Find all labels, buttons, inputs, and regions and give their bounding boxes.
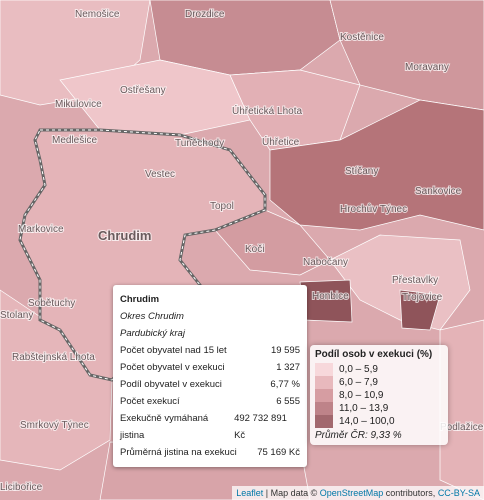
place-label: Drozdice xyxy=(185,9,225,20)
place-label: Nemošice xyxy=(75,9,120,20)
place-label: Ostřešany xyxy=(120,85,166,96)
row-label: Exekučně vymáhaná jistina xyxy=(120,413,209,441)
license-link[interactable]: CC-BY-SA xyxy=(437,488,480,498)
osm-link[interactable]: OpenStreetMap xyxy=(319,488,384,498)
leaflet-link[interactable]: Leaflet xyxy=(236,488,264,498)
popup-rows: Počet obyvatel nad 15 let 19 595 Počet oby… xyxy=(120,342,300,461)
popup-row: Průměrná jistina na exekuci 75 169 Kč xyxy=(120,444,300,461)
row-value: 6 555 xyxy=(276,396,300,407)
place-label: Koči xyxy=(245,244,264,255)
row-label: Počet obyvatel nad 15 let xyxy=(120,345,227,356)
legend-swatch xyxy=(315,376,333,389)
place-label: Licibořice xyxy=(0,482,43,493)
place-label: Přestavlky xyxy=(392,275,438,286)
legend-note: Průměr ČR: 9,33 % xyxy=(315,430,402,441)
attribution: Leaflet | Map data © OpenStreetMap contr… xyxy=(232,486,484,500)
place-label: Mikulovice xyxy=(55,99,102,110)
place-label: Moravany xyxy=(405,62,449,73)
place-label: Smrkový Týnec xyxy=(20,420,89,431)
place-label: Podlažice xyxy=(440,422,484,433)
place-label: Tuněchody xyxy=(175,138,224,149)
place-label: Úhřetická Lhota xyxy=(232,104,302,117)
place-label: Chrudim xyxy=(98,228,151,243)
place-label: Stolany xyxy=(0,310,33,321)
popup-row: Exekučně vymáhaná jistina 492 732 891 Kč xyxy=(120,410,300,444)
popup: Chrudim Okres Chrudim Pardubický kraj Po… xyxy=(113,285,307,467)
legend-swatch xyxy=(315,389,333,402)
legend-label: 11,0 – 13,9 xyxy=(339,403,389,414)
legend-swatch xyxy=(315,363,333,376)
place-label: Markovice xyxy=(18,224,64,235)
row-label: Počet exekucí xyxy=(120,396,180,407)
popup-row: Počet exekucí 6 555 xyxy=(120,393,300,410)
legend-title: Podíl osob v exekuci (%) xyxy=(315,349,433,360)
legend-item: 8,0 – 10,9 xyxy=(315,389,443,402)
region xyxy=(399,289,441,331)
legend-swatch xyxy=(315,402,333,415)
place-label: Rabštejnská Lhota xyxy=(12,352,95,363)
row-label: Průměrná jistina na exekuci xyxy=(120,447,237,458)
row-value: 75 169 Kč xyxy=(257,447,300,458)
popup-title: Chrudim xyxy=(120,294,160,305)
place-label: Úhřetice xyxy=(262,135,300,148)
legend-item: 11,0 – 13,9 xyxy=(315,402,443,415)
popup-district: Okres Chrudim xyxy=(120,311,184,322)
attribution-text: contributors, xyxy=(383,488,438,498)
place-label: Hrochův Týnec xyxy=(340,203,407,215)
legend-items: 0,0 – 5,9 6,0 – 7,9 8,0 – 10,9 11,0 – 13,9 1… xyxy=(315,363,443,428)
region xyxy=(269,99,484,231)
legend-label: 14,0 – 100,0 xyxy=(339,416,395,427)
row-value: 6,77 % xyxy=(270,379,300,390)
attribution-text: | Map data © xyxy=(263,488,320,498)
district-border xyxy=(19,129,266,381)
legend-item: 6,0 – 7,9 xyxy=(315,376,443,389)
row-label: Počet obyvatel v exekuci xyxy=(120,362,225,373)
place-label: Medlešice xyxy=(52,135,97,146)
legend: Podíl osob v exekuci (%) 0,0 – 5,9 6,0 – … xyxy=(310,345,448,445)
popup-row: Podíl obyvatel v exekuci 6,77 % xyxy=(120,376,300,393)
place-label: Honbice xyxy=(312,291,349,302)
legend-label: 6,0 – 7,9 xyxy=(339,377,378,388)
place-label: Sankovice xyxy=(415,186,462,197)
place-label: Sobětuchy xyxy=(28,298,75,309)
place-label: Kostěnice xyxy=(340,32,384,43)
place-label: Topol xyxy=(210,201,234,212)
place-label: Nabočany xyxy=(303,257,348,268)
row-label: Podíl obyvatel v exekuci xyxy=(120,379,222,390)
row-value: 1 327 xyxy=(276,362,300,373)
place-label: Vestec xyxy=(145,169,175,180)
popup-row: Počet obyvatel v exekuci 1 327 xyxy=(120,359,300,376)
place-label: Trojovice xyxy=(402,292,443,303)
row-value: 492 732 891 Kč xyxy=(234,413,287,441)
legend-label: 0,0 – 5,9 xyxy=(339,364,378,375)
place-label: Stíčany xyxy=(345,166,378,177)
popup-region: Pardubický kraj xyxy=(120,328,185,339)
legend-item: 0,0 – 5,9 xyxy=(315,363,443,376)
legend-item: 14,0 – 100,0 xyxy=(315,415,443,428)
row-value: 19 595 xyxy=(270,345,300,356)
popup-row: Počet obyvatel nad 15 let 19 595 xyxy=(120,342,300,359)
legend-swatch xyxy=(315,415,333,428)
legend-label: 8,0 – 10,9 xyxy=(339,390,384,401)
